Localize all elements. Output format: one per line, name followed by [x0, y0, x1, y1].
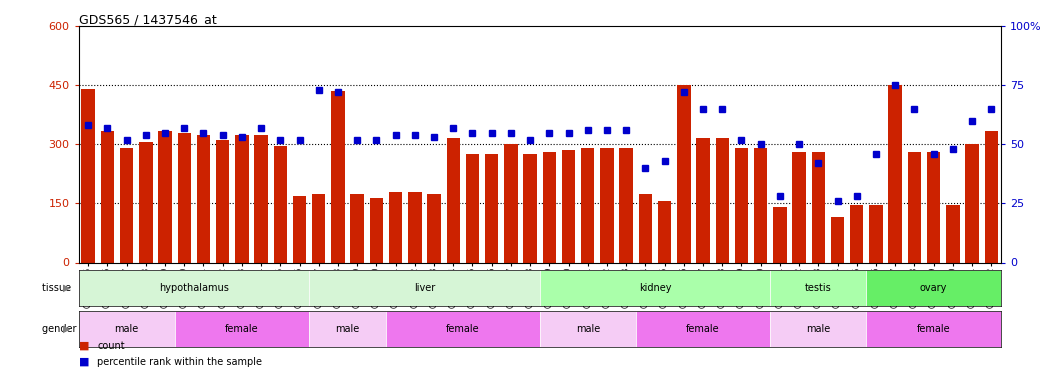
Bar — [175, 311, 309, 347]
Bar — [831, 217, 845, 262]
Bar — [716, 138, 729, 262]
Bar — [965, 144, 979, 262]
Bar — [197, 135, 211, 262]
Text: female: female — [225, 324, 259, 334]
Text: hypothalamus: hypothalamus — [159, 283, 228, 293]
Bar — [811, 152, 825, 262]
Text: tissue: tissue — [42, 283, 74, 293]
Bar — [255, 135, 268, 262]
Bar — [408, 192, 421, 262]
Text: ▶: ▶ — [63, 283, 70, 293]
Text: kidney: kidney — [638, 283, 672, 293]
Bar — [139, 142, 153, 262]
Bar — [79, 311, 175, 347]
Bar — [908, 152, 921, 262]
Bar — [485, 154, 499, 262]
Text: female: female — [446, 324, 480, 334]
Text: ovary: ovary — [920, 283, 947, 293]
Bar — [562, 150, 575, 262]
Bar — [696, 138, 709, 262]
Bar — [754, 148, 767, 262]
Bar — [735, 148, 748, 262]
Text: ■: ■ — [79, 340, 89, 351]
Bar — [465, 154, 479, 262]
Bar — [540, 311, 636, 347]
Bar — [312, 194, 326, 262]
Bar — [292, 196, 306, 262]
Bar — [658, 201, 672, 262]
Text: male: male — [335, 324, 359, 334]
Bar — [867, 311, 1001, 347]
Bar — [216, 140, 230, 262]
Text: liver: liver — [414, 283, 435, 293]
Bar — [428, 194, 441, 262]
Bar — [636, 311, 770, 347]
Bar — [540, 270, 770, 306]
Bar — [446, 138, 460, 262]
Bar — [946, 206, 960, 262]
Text: gender: gender — [42, 324, 80, 334]
Text: GDS565 / 1437546_at: GDS565 / 1437546_at — [79, 13, 216, 26]
Bar — [677, 85, 691, 262]
Bar — [867, 270, 1001, 306]
Bar — [850, 206, 864, 262]
Bar — [638, 194, 652, 262]
Bar — [79, 270, 309, 306]
Text: female: female — [917, 324, 951, 334]
Bar — [984, 130, 998, 262]
Bar — [119, 148, 133, 262]
Bar — [177, 132, 191, 262]
Bar — [601, 148, 614, 262]
Bar — [543, 152, 556, 262]
Text: female: female — [686, 324, 720, 334]
Text: male: male — [575, 324, 599, 334]
Text: ▶: ▶ — [63, 324, 70, 334]
Bar — [770, 311, 867, 347]
Bar — [889, 85, 902, 262]
Bar — [101, 130, 114, 262]
Bar — [770, 270, 867, 306]
Bar — [350, 194, 364, 262]
Bar — [235, 135, 248, 262]
Text: percentile rank within the sample: percentile rank within the sample — [97, 357, 262, 367]
Bar — [792, 152, 806, 262]
Text: male: male — [114, 324, 138, 334]
Bar — [82, 89, 95, 262]
Text: ■: ■ — [79, 357, 89, 367]
Bar — [331, 91, 345, 262]
Bar — [386, 311, 540, 347]
Bar — [869, 206, 882, 262]
Bar — [926, 152, 940, 262]
Text: testis: testis — [805, 283, 832, 293]
Text: male: male — [806, 324, 830, 334]
Text: count: count — [97, 340, 125, 351]
Bar — [274, 146, 287, 262]
Bar — [309, 270, 540, 306]
Bar — [773, 207, 787, 262]
Bar — [370, 198, 384, 262]
Bar — [581, 148, 594, 262]
Bar — [158, 130, 172, 262]
Bar — [619, 148, 633, 262]
Bar — [504, 144, 518, 262]
Bar — [309, 311, 386, 347]
Bar — [389, 192, 402, 262]
Bar — [523, 154, 537, 262]
